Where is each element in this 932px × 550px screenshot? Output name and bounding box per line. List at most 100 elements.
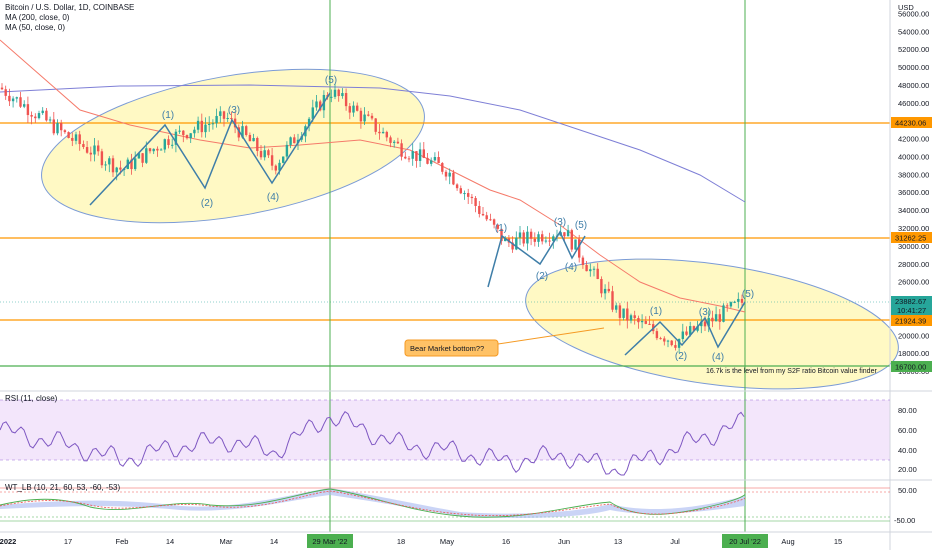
indicator-ma50: MA (50, close, 0) — [5, 23, 65, 32]
candle-body — [78, 134, 81, 145]
candle-body — [522, 232, 525, 244]
candle-body — [415, 151, 418, 161]
candle-body — [241, 126, 244, 138]
candle-body — [278, 162, 281, 171]
candle-body — [674, 345, 677, 348]
x-label-highlight-13 — [722, 534, 768, 548]
price-label-top: 44230.06 — [895, 119, 926, 128]
x-label-2: Feb — [116, 537, 129, 546]
candle-body — [8, 95, 11, 102]
y-tick-7: 42000.00 — [898, 135, 929, 144]
candle-body — [489, 219, 492, 221]
candle-body — [108, 158, 111, 165]
wave-low-4: (4) — [712, 352, 724, 363]
candle-body — [307, 118, 311, 127]
y-tick-19: 18000.00 — [898, 349, 929, 358]
candle-body — [585, 265, 588, 272]
candle-body — [615, 305, 618, 310]
candle-body — [563, 232, 566, 237]
candle-body — [633, 315, 636, 319]
candle-body — [141, 153, 144, 163]
candle-body — [381, 131, 385, 134]
candle-body — [159, 149, 163, 151]
callout-box[interactable] — [404, 339, 499, 357]
y-axis-ticks: 56000.00 54000.00 52000.00 50000.00 48000.00… — [898, 9, 929, 376]
candle-body — [60, 123, 63, 131]
wt2-line — [0, 490, 746, 516]
candle-body — [474, 198, 477, 206]
candle-body — [541, 234, 544, 242]
candle-body — [193, 129, 196, 134]
candle-body — [41, 110, 44, 114]
candle-body — [570, 230, 573, 250]
candle-body — [400, 143, 403, 157]
candle-body — [407, 158, 411, 160]
y-tick-12: 32000.00 — [898, 224, 929, 233]
candle-body — [374, 118, 377, 132]
candle-body — [548, 240, 551, 242]
candle-body — [467, 193, 470, 197]
candle-body — [359, 110, 363, 122]
candle-body — [111, 158, 115, 173]
candle-body — [648, 323, 651, 325]
candle-body — [208, 123, 211, 125]
candle-body — [711, 317, 714, 322]
candle-body — [726, 305, 729, 307]
y-tick-8: 40000.00 — [898, 152, 929, 161]
candle-body — [74, 134, 78, 141]
candle-body — [470, 196, 474, 199]
candle-body — [681, 331, 684, 339]
candle-body — [104, 164, 107, 166]
rsi-title: RSI (11, close) — [5, 394, 58, 403]
candle-body — [666, 340, 670, 342]
wave-mid-4: (4) — [565, 262, 577, 273]
candle-body — [182, 130, 185, 136]
candle-body — [603, 288, 607, 294]
candle-body — [248, 134, 252, 142]
candle-body — [100, 151, 104, 166]
candle-body — [163, 139, 166, 150]
candle-body — [211, 123, 215, 125]
x-label-3: 14 — [166, 537, 174, 546]
wave-low-5: (5) — [742, 289, 754, 300]
candle-body — [626, 308, 629, 321]
candle-body — [689, 326, 692, 335]
candle-body — [622, 308, 625, 318]
x-label-6: 29 Mar '22 — [312, 537, 347, 546]
candle-body — [378, 131, 381, 134]
candle-body — [644, 321, 647, 324]
candle-body — [130, 159, 133, 170]
s2f-note: 16.7k is the level from my S2F ratio Bit… — [706, 368, 877, 375]
price-label-mid: 31262.25 — [895, 234, 926, 243]
chart-title: Bitcoin / U.S. Dollar, 1D, COINBASE — [5, 3, 134, 12]
candle-body — [526, 231, 529, 244]
candle-body — [171, 144, 174, 146]
candle-body — [348, 106, 351, 113]
wave-top-4: (4) — [267, 192, 279, 203]
wave-mid-2: (2) — [536, 271, 548, 282]
x-label-10: Jun — [558, 537, 570, 546]
y-tick-0: 56000.00 — [898, 9, 929, 18]
candle-body — [537, 234, 540, 242]
candle-body — [733, 301, 736, 303]
candle-body — [330, 96, 333, 98]
candle-body — [607, 288, 610, 292]
x-label-4: Mar — [220, 537, 233, 546]
candle-body — [341, 93, 344, 97]
y-tick-3: 50000.00 — [898, 63, 929, 72]
candle-body — [185, 135, 189, 139]
y-tick-13: 30000.00 — [898, 242, 929, 251]
candle-body — [134, 158, 137, 170]
candle-body — [481, 213, 485, 216]
candle-body — [270, 155, 274, 166]
candle-body — [707, 317, 710, 327]
x-label-7: 18 — [397, 537, 405, 546]
candle-body — [566, 230, 570, 237]
rsi-tick-80: 80.00 — [898, 406, 917, 415]
candle-body — [578, 239, 581, 258]
x-label-8: May — [440, 537, 454, 546]
candle-body — [459, 188, 462, 194]
wave-top-2: (2) — [201, 198, 213, 209]
candle-body — [463, 193, 466, 195]
